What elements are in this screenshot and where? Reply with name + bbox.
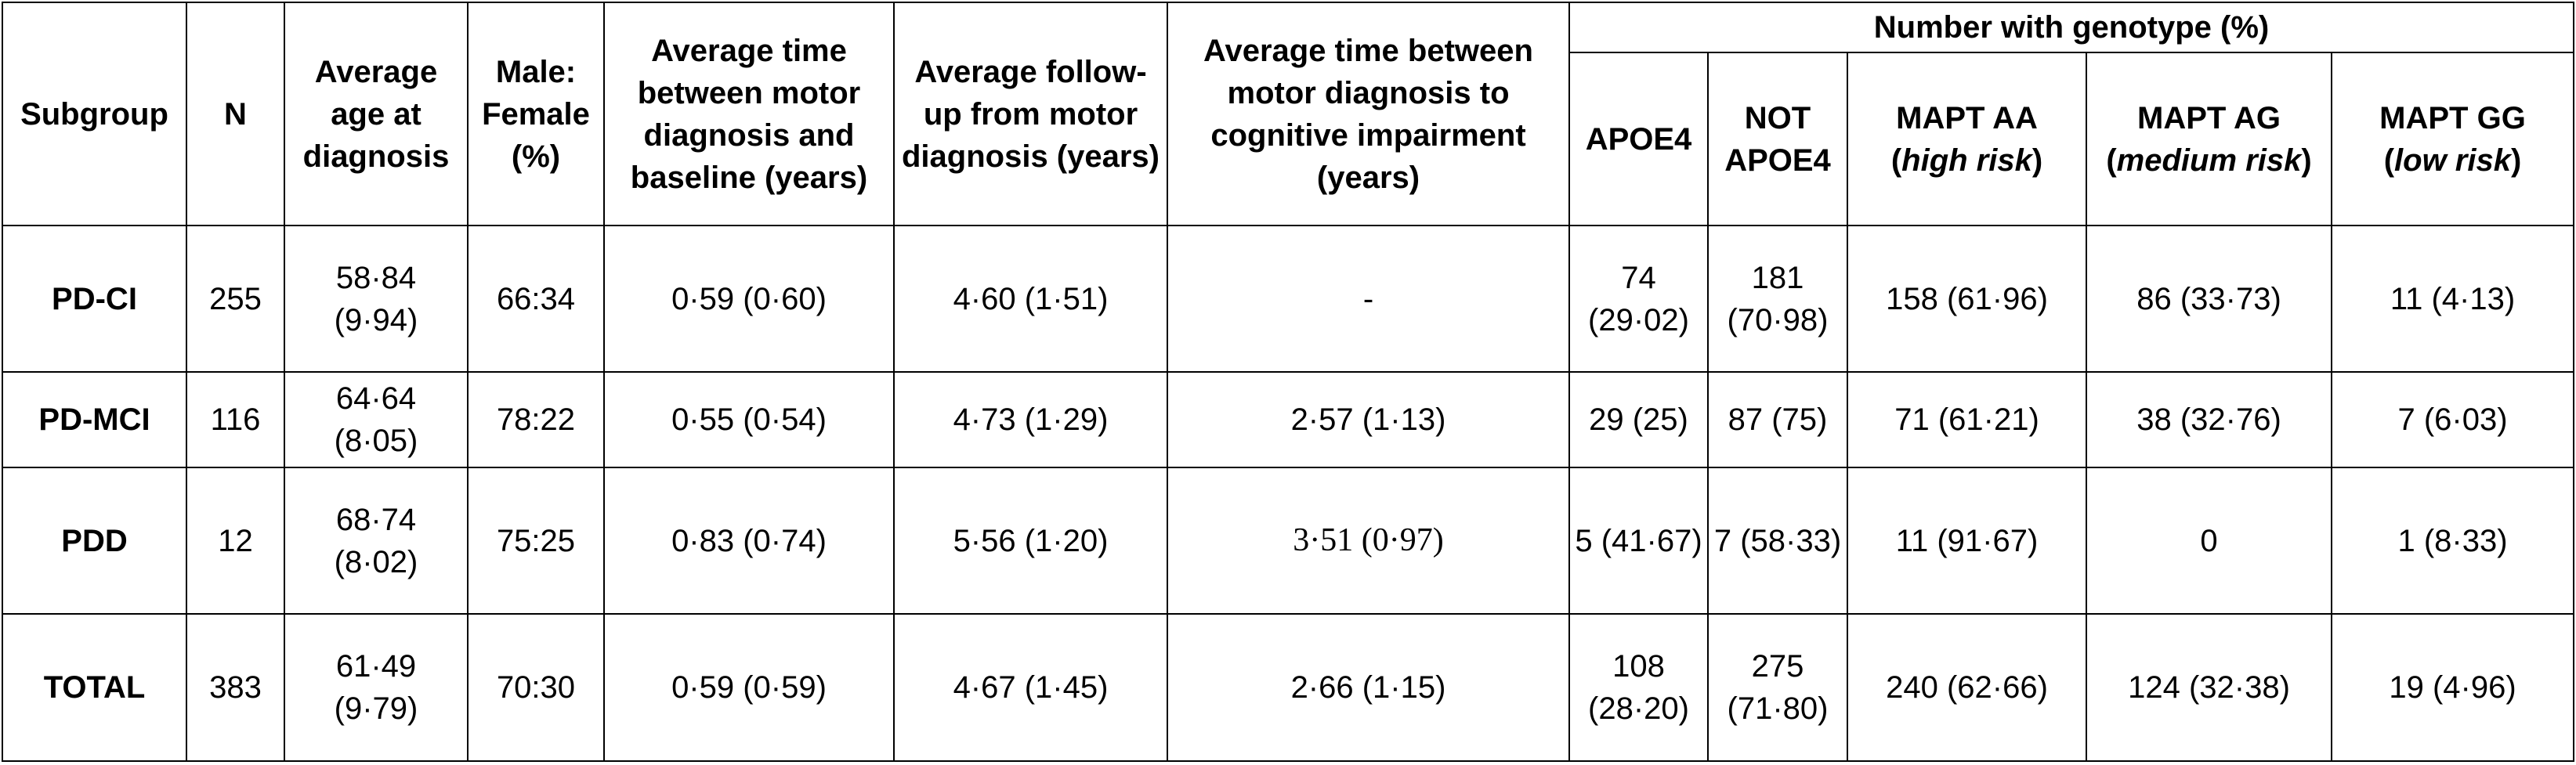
cell-ci: 2·66 (1·15) — [1167, 613, 1570, 762]
cell-mapt-aa: 11 (91·67) — [1847, 467, 2087, 615]
cell-mapt-aa: 240 (62·66) — [1847, 613, 2087, 762]
mapt-gg-risk: low risk — [2394, 143, 2511, 178]
header-time-ci: Average time between motor diagnosis to … — [1167, 1, 1570, 227]
cell-subgroup: PD-MCI — [2, 370, 187, 469]
table-row: PD-MCI 116 64·64 (8·05) 78:22 0·55 (0·54… — [2, 370, 2575, 469]
cell-followup: 4·73 (1·29) — [893, 370, 1168, 469]
cell-followup: 4·60 (1·51) — [893, 225, 1168, 373]
table-row: TOTAL 383 61·49 (9·79) 70:30 0·59 (0·59)… — [2, 613, 2575, 762]
cell-not-apoe4: 275 (71·80) — [1707, 613, 1848, 762]
cell-mapt-aa: 158 (61·96) — [1847, 225, 2087, 373]
cell-subgroup: PDD — [2, 467, 187, 615]
cell-mapt-aa: 71 (61·21) — [1847, 370, 2087, 469]
cell-n: 255 — [186, 225, 285, 373]
table-row: PD-CI 255 58·84 (9·94) 66:34 0·59 (0·60)… — [2, 225, 2575, 373]
cell-age: 68·74 (8·02) — [284, 467, 469, 615]
header-time-baseline: Average time between motor diagnosis and… — [603, 1, 895, 227]
cell-apoe4: 5 (41·67) — [1568, 467, 1709, 615]
header-genotype-group: Number with genotype (%) — [1568, 1, 2575, 54]
table-row: PDD 12 68·74 (8·02) 75:25 0·83 (0·74) 5·… — [2, 467, 2575, 615]
cell-age: 64·64 (8·05) — [284, 370, 469, 469]
cell-mapt-gg: 1 (8·33) — [2330, 467, 2575, 615]
cell-sex: 75:25 — [467, 467, 605, 615]
cell-not-apoe4: 7 (58·33) — [1707, 467, 1848, 615]
cell-followup: 5·56 (1·20) — [893, 467, 1168, 615]
header-followup: Average follow-up from motor diagnosis (… — [893, 1, 1168, 227]
cell-not-apoe4: 181 (70·98) — [1707, 225, 1848, 373]
cell-age: 58·84 (9·94) — [284, 225, 469, 373]
header-apoe4: APOE4 — [1568, 52, 1709, 227]
mapt-gg-label: MAPT GG — [2379, 100, 2526, 135]
cell-mapt-ag: 124 (32·38) — [2086, 613, 2332, 762]
mapt-ag-label: MAPT AG — [2137, 100, 2281, 135]
cell-age: 61·49 (9·79) — [284, 613, 469, 762]
cell-mapt-gg: 19 (4·96) — [2330, 613, 2575, 762]
cell-subgroup: TOTAL — [2, 613, 187, 762]
cell-sex: 66:34 — [467, 225, 605, 373]
header-not-apoe4: NOT APOE4 — [1707, 52, 1848, 227]
cell-not-apoe4: 87 (75) — [1707, 370, 1848, 469]
cell-n: 383 — [186, 613, 285, 762]
cell-subgroup: PD-CI — [2, 225, 187, 373]
cell-baseline: 0·59 (0·59) — [603, 613, 895, 762]
header-avg-age: Average age at diagnosis — [284, 1, 469, 227]
cell-baseline: 0·59 (0·60) — [603, 225, 895, 373]
header-mapt-aa: MAPT AA (high risk) — [1847, 52, 2087, 227]
cell-n: 116 — [186, 370, 285, 469]
cell-ci: 2·57 (1·13) — [1167, 370, 1570, 469]
cell-followup: 4·67 (1·45) — [893, 613, 1168, 762]
header-sex-ratio: Male: Female (%) — [467, 1, 605, 227]
header-subgroup: Subgroup — [2, 1, 187, 227]
cell-ci: 3·51 (0·97) — [1167, 467, 1570, 615]
cell-ci: - — [1167, 225, 1570, 373]
cell-mapt-gg: 11 (4·13) — [2330, 225, 2575, 373]
cell-baseline: 0·83 (0·74) — [603, 467, 895, 615]
cell-sex: 78:22 — [467, 370, 605, 469]
header-mapt-ag: MAPT AG (medium risk) — [2086, 52, 2332, 227]
cell-mapt-ag: 38 (32·76) — [2086, 370, 2332, 469]
cell-mapt-ag: 0 — [2086, 467, 2332, 615]
mapt-aa-label: MAPT AA — [1896, 100, 2038, 135]
cell-apoe4: 108 (28·20) — [1568, 613, 1709, 762]
cell-mapt-ag: 86 (33·73) — [2086, 225, 2332, 373]
header-mapt-gg: MAPT GG (low risk) — [2330, 52, 2575, 227]
cell-mapt-gg: 7 (6·03) — [2330, 370, 2575, 469]
mapt-ag-risk: medium risk — [2116, 143, 2302, 178]
cell-apoe4: 74 (29·02) — [1568, 225, 1709, 373]
cell-baseline: 0·55 (0·54) — [603, 370, 895, 469]
cell-apoe4: 29 (25) — [1568, 370, 1709, 469]
cell-sex: 70:30 — [467, 613, 605, 762]
mapt-aa-risk: high risk — [1901, 143, 2032, 178]
header-n: N — [186, 1, 285, 227]
cell-n: 12 — [186, 467, 285, 615]
